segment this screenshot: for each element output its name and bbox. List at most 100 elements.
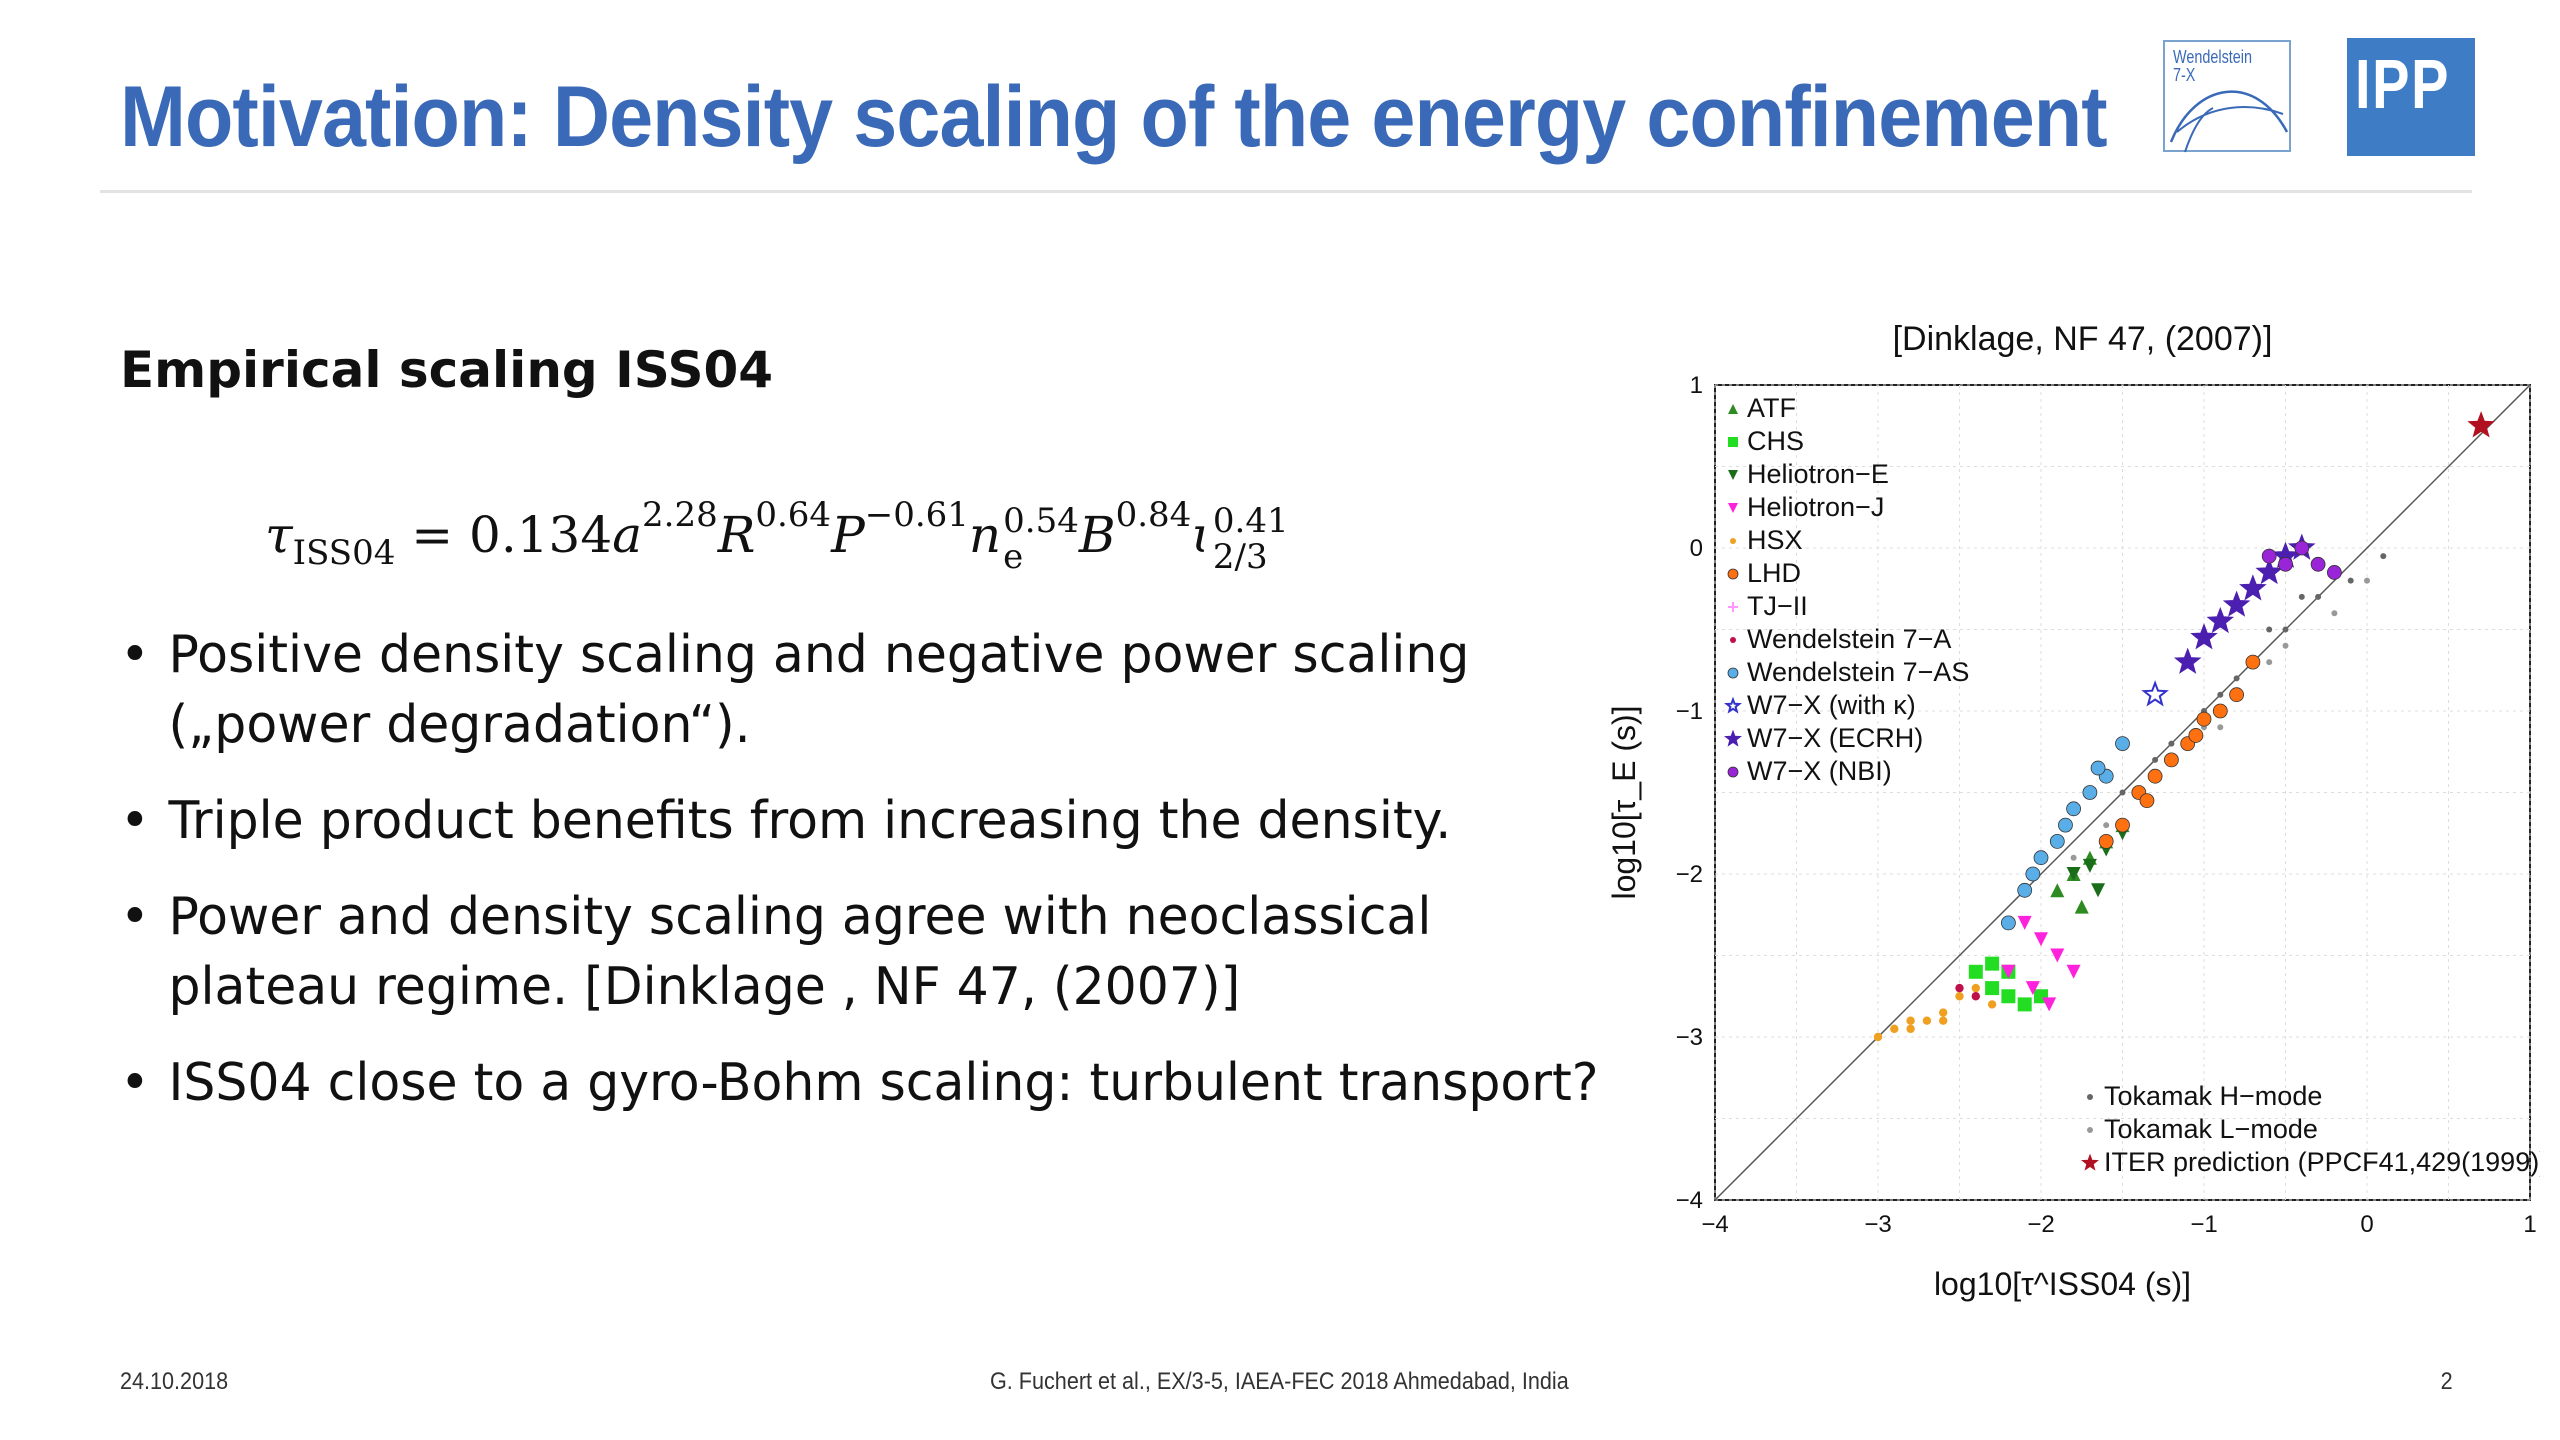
chart-title: [Dinklage, NF 47, (2007)] bbox=[1893, 320, 2273, 358]
data-point bbox=[2066, 964, 2081, 979]
data-point bbox=[2188, 728, 2204, 743]
data-point bbox=[1971, 992, 1980, 1001]
formula-r-exp: 0.64 bbox=[755, 495, 832, 535]
data-point bbox=[2066, 801, 2082, 817]
data-point bbox=[2119, 789, 2126, 796]
legend-marker bbox=[1728, 470, 1738, 480]
data-point bbox=[2147, 768, 2163, 784]
data-point bbox=[2196, 711, 2212, 727]
data-point bbox=[2278, 556, 2293, 572]
data-point bbox=[1985, 981, 2000, 996]
data-point bbox=[2017, 997, 2032, 1012]
data-point bbox=[1968, 964, 1983, 979]
data-point bbox=[2229, 687, 2244, 703]
x-tick-label: −2 bbox=[2027, 1211, 2054, 1238]
data-point bbox=[2066, 867, 2081, 881]
legend-label: ATF bbox=[1747, 393, 1796, 423]
data-point bbox=[2222, 590, 2251, 617]
data-point bbox=[1873, 1032, 1883, 1042]
x-tick-label: −3 bbox=[1864, 1211, 1891, 1238]
data-point bbox=[1971, 983, 1980, 993]
legend-label: Wendelstein 7−AS bbox=[1747, 657, 1969, 687]
data-point bbox=[2173, 647, 2202, 674]
legend-marker bbox=[2087, 1127, 2093, 1133]
footer-page-number: 2 bbox=[2440, 1368, 2453, 1395]
legend-label: Tokamak L−mode bbox=[2104, 1114, 2318, 1144]
legend-marker bbox=[1727, 667, 1739, 679]
data-point bbox=[2001, 964, 2016, 979]
data-point bbox=[2168, 740, 2175, 747]
chart-ylabel: log10[τ_E (s)] bbox=[1606, 705, 1642, 899]
bullet-item: Power and density scaling agree with neo… bbox=[120, 882, 1633, 1022]
data-point bbox=[2245, 654, 2261, 670]
data-point bbox=[2294, 540, 2310, 556]
data-point bbox=[2091, 883, 2106, 898]
formula-b-exp: 0.84 bbox=[1115, 495, 1192, 535]
y-tick-label: −3 bbox=[1676, 1024, 1703, 1051]
y-tick-label: 0 bbox=[1690, 535, 1703, 562]
legend-marker bbox=[1730, 538, 1736, 544]
title-divider bbox=[100, 190, 2472, 193]
legend-marker bbox=[1727, 568, 1739, 580]
data-point bbox=[2282, 642, 2289, 649]
data-point bbox=[1987, 1000, 1997, 1009]
confinement-scaling-chart: −4 −3 −2 −1 0 1 1 0 −1 −2 −3 −4 [Dinklage, NF 47, (2… bbox=[1590, 310, 2548, 1310]
legend-label: CHS bbox=[1747, 426, 1804, 456]
data-point bbox=[2082, 858, 2097, 873]
data-point bbox=[2239, 574, 2267, 601]
data-point bbox=[2255, 557, 2283, 585]
slide-title: Motivation: Density scaling of the energ… bbox=[120, 69, 2108, 165]
bullet-list: Positive density scaling and negative po… bbox=[120, 620, 1680, 1144]
x-tick-label: 0 bbox=[2360, 1211, 2373, 1238]
data-point bbox=[2058, 817, 2073, 833]
legend-marker bbox=[1728, 404, 1738, 414]
data-point bbox=[1955, 992, 1964, 1001]
data-point bbox=[2266, 626, 2273, 633]
legend-label: Wendelstein 7−A bbox=[1747, 624, 1951, 654]
formula-p-exp: −0.61 bbox=[864, 495, 969, 535]
x-tick-label: 1 bbox=[2523, 1211, 2536, 1238]
data-point bbox=[1985, 956, 2000, 971]
data-point bbox=[2282, 626, 2289, 633]
chart-svg: −4 −3 −2 −1 0 1 1 0 −1 −2 −3 −4 [Dinklage, NF 47, (2… bbox=[1606, 320, 2548, 1302]
legend-label: W7−X (with κ) bbox=[1747, 690, 1916, 720]
legend-marker bbox=[1728, 602, 1738, 612]
data-point bbox=[2098, 834, 2114, 849]
data-point bbox=[2070, 854, 2077, 861]
data-point bbox=[2050, 883, 2065, 898]
legend-marker bbox=[1728, 437, 1738, 447]
y-tick-label: 1 bbox=[1690, 372, 1703, 399]
w7x-logo-text: Wendelstein 7-X bbox=[2173, 47, 2252, 85]
y-tick-label: −2 bbox=[1676, 861, 1703, 888]
data-point bbox=[2164, 752, 2179, 768]
data-point bbox=[2310, 556, 2326, 572]
formula-a-exp: 2.28 bbox=[642, 495, 718, 535]
legend-marker bbox=[2087, 1094, 2093, 1100]
y-tick-label: −1 bbox=[1676, 698, 1703, 725]
data-point bbox=[2217, 724, 2224, 731]
data-point bbox=[2050, 948, 2065, 963]
legend-label: HSX bbox=[1747, 525, 1803, 555]
wendelstein-7x-logo: Wendelstein 7-X bbox=[2163, 40, 2291, 153]
data-point bbox=[1890, 1024, 1899, 1034]
section-subheading: Empirical scaling ISS04 bbox=[120, 341, 774, 399]
bullet-item: ISS04 close to a gyro-Bohm scaling: turb… bbox=[120, 1048, 1633, 1118]
formula-tau: τ bbox=[265, 506, 293, 564]
data-point bbox=[2217, 691, 2224, 698]
data-point bbox=[1906, 1016, 1915, 1025]
legend-label: W7−X (ECRH) bbox=[1747, 723, 1923, 753]
legend-label: W7−X (NBI) bbox=[1747, 756, 1892, 786]
legend-marker bbox=[1730, 637, 1736, 643]
data-point bbox=[2206, 606, 2235, 634]
legend-label: Heliotron−J bbox=[1747, 492, 1884, 522]
data-point bbox=[2033, 850, 2049, 866]
legend-marker bbox=[1728, 503, 1738, 513]
data-point bbox=[2115, 736, 2130, 752]
data-point bbox=[2034, 932, 2048, 947]
data-point bbox=[2331, 610, 2338, 617]
data-point bbox=[2380, 553, 2387, 560]
data-point bbox=[2074, 899, 2089, 914]
data-point bbox=[2190, 623, 2218, 650]
iss04-formula: τISS04 = 0.134a2.28R0.64P−0.61n 0.54 e B0.8… bbox=[265, 495, 1289, 577]
data-point bbox=[2139, 793, 2155, 809]
